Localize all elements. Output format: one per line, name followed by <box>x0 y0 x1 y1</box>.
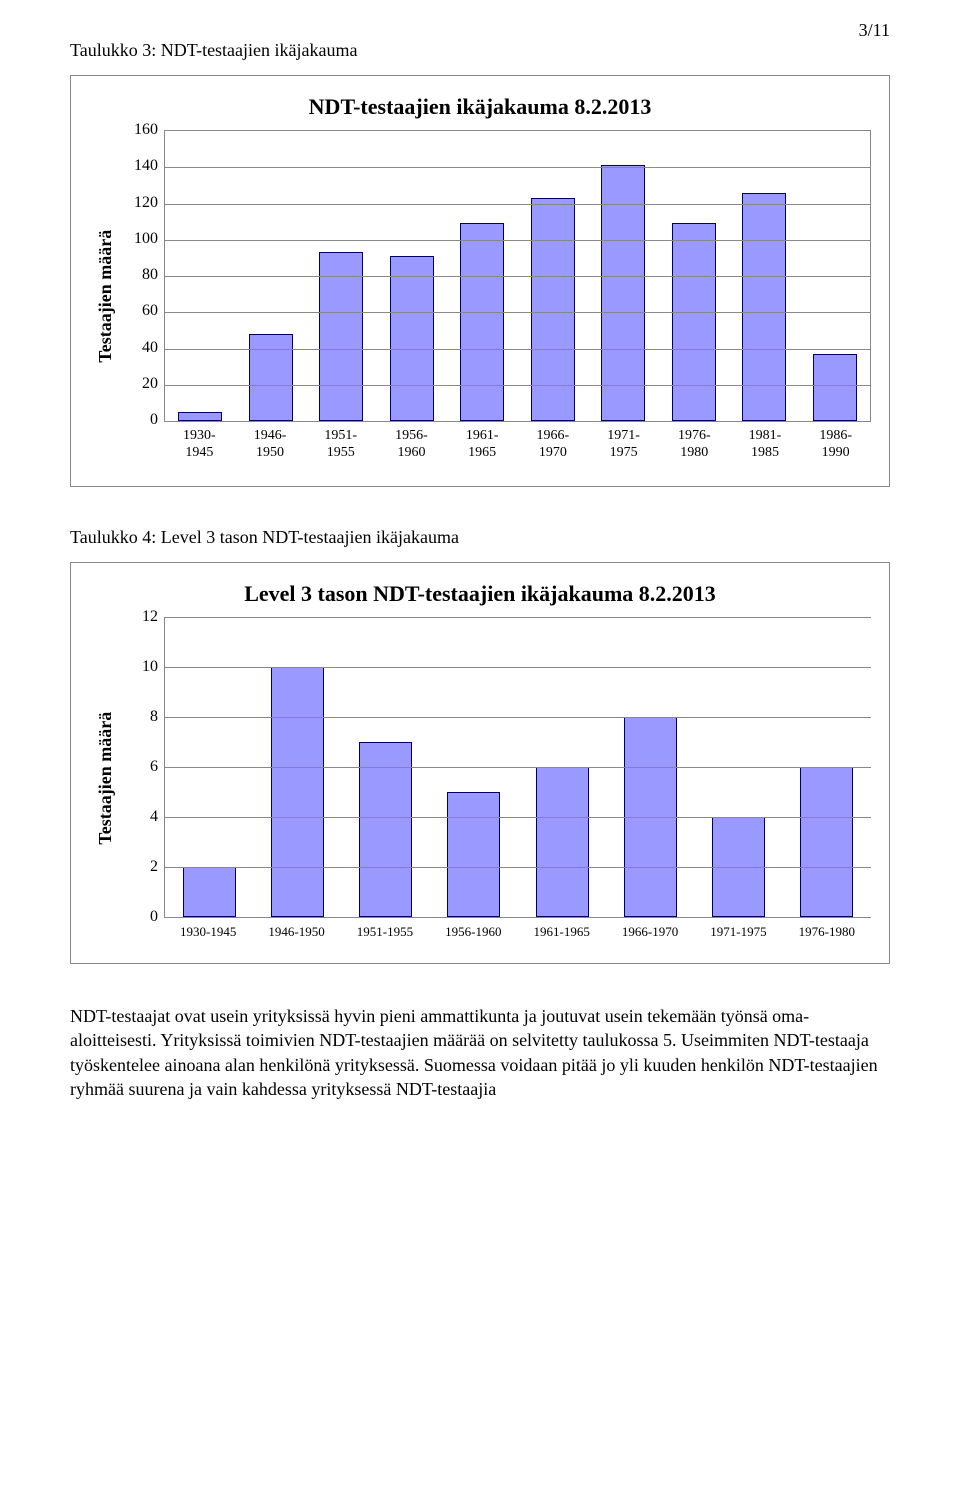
chart-2-plot <box>164 617 871 918</box>
chart-2-xaxis: 1930-19451946-19501951-19551956-19601961… <box>164 918 871 940</box>
chart-1-body: Testaajien määrä 160140120100806040200 1… <box>89 130 871 462</box>
chart-2-title: Level 3 tason NDT-testaajien ikäjakauma … <box>89 581 871 607</box>
gridline <box>165 349 870 350</box>
chart-1-xaxis: 1930- 19451946- 19501951- 19551956- 1960… <box>164 422 871 462</box>
bar <box>672 223 716 421</box>
gridline <box>165 767 871 768</box>
x-tick: 1951-1955 <box>341 924 429 940</box>
bar <box>813 354 857 421</box>
x-tick: 1946-1950 <box>252 924 340 940</box>
x-tick: 1971- 1975 <box>588 428 659 462</box>
x-tick: 1930-1945 <box>164 924 252 940</box>
x-tick: 1930- 1945 <box>164 428 235 462</box>
gridline <box>165 867 871 868</box>
gridline <box>165 204 870 205</box>
chart-2: Level 3 tason NDT-testaajien ikäjakauma … <box>70 562 890 965</box>
table-caption-2: Taulukko 4: Level 3 tason NDT-testaajien… <box>70 527 890 548</box>
chart-2-body: Testaajien määrä 121086420 1930-19451946… <box>89 617 871 940</box>
bar <box>249 334 293 421</box>
gridline <box>165 312 870 313</box>
chart-1-plot <box>164 130 871 422</box>
x-tick: 1981- 1985 <box>730 428 801 462</box>
chart-1: NDT-testaajien ikäjakauma 8.2.2013 Testa… <box>70 75 890 487</box>
chart-1-title: NDT-testaajien ikäjakauma 8.2.2013 <box>89 94 871 120</box>
gridline <box>165 276 870 277</box>
gridline <box>165 385 870 386</box>
x-tick: 1956-1960 <box>429 924 517 940</box>
bar <box>536 767 589 917</box>
gridline <box>165 717 871 718</box>
x-tick: 1956- 1960 <box>376 428 447 462</box>
bar <box>271 667 324 917</box>
bar <box>531 198 575 421</box>
x-tick: 1951- 1955 <box>305 428 376 462</box>
document-page: 3/11 Taulukko 3: NDT-testaajien ikäjakau… <box>0 0 960 1141</box>
chart-1-yaxis: 160140120100806040200 <box>122 130 164 420</box>
x-tick: 1966-1970 <box>606 924 694 940</box>
bar <box>319 252 363 421</box>
chart-2-yaxis: 121086420 <box>122 617 164 917</box>
bar <box>447 792 500 917</box>
bar <box>183 867 236 917</box>
chart-2-ylabel: Testaajien määrä <box>89 617 122 940</box>
x-tick: 1971-1975 <box>694 924 782 940</box>
x-tick: 1976- 1980 <box>659 428 730 462</box>
bar <box>800 767 853 917</box>
gridline <box>165 240 870 241</box>
table-caption-1: Taulukko 3: NDT-testaajien ikäjakauma <box>70 40 890 61</box>
gridline <box>165 167 870 168</box>
x-tick: 1976-1980 <box>783 924 871 940</box>
gridline <box>165 667 871 668</box>
bar <box>359 742 412 917</box>
x-tick: 1946- 1950 <box>235 428 306 462</box>
body-paragraph: NDT-testaajat ovat usein yrityksissä hyv… <box>70 1004 890 1101</box>
page-number: 3/11 <box>859 20 890 41</box>
gridline <box>165 817 871 818</box>
x-tick: 1966- 1970 <box>518 428 589 462</box>
bar <box>390 256 434 421</box>
bar <box>460 223 504 421</box>
x-tick: 1961- 1965 <box>447 428 518 462</box>
bar <box>742 193 786 421</box>
gridline <box>165 617 871 618</box>
x-tick: 1961-1965 <box>518 924 606 940</box>
x-tick: 1986- 1990 <box>800 428 871 462</box>
bar <box>178 412 222 421</box>
chart-1-ylabel: Testaajien määrä <box>89 130 122 462</box>
